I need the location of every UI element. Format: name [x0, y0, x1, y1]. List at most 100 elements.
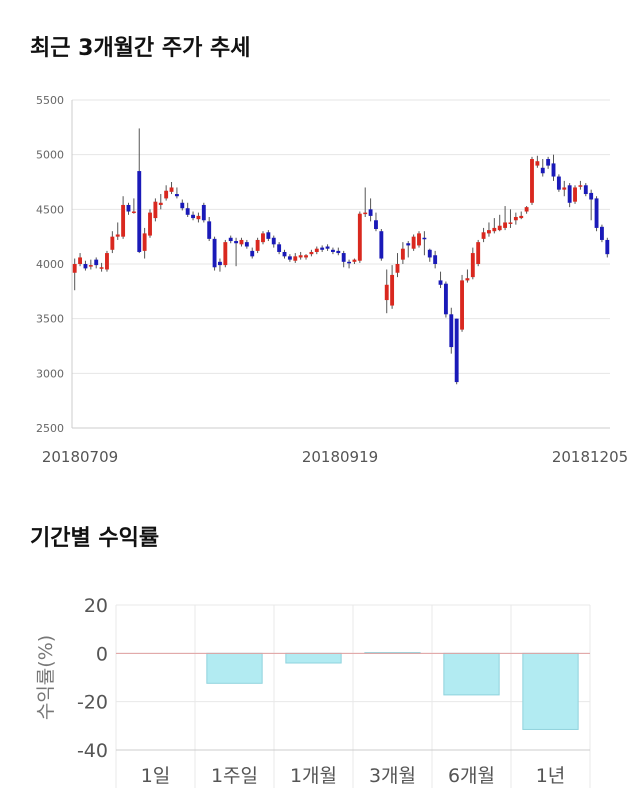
candle-body	[191, 214, 195, 219]
candle-body	[99, 267, 104, 269]
candle-body	[578, 185, 583, 187]
return-y-tick-label: 20	[84, 595, 108, 617]
return-x-tick-label: 1주일	[211, 765, 258, 787]
candle-body	[589, 192, 594, 200]
candle-body	[567, 185, 572, 203]
candle-body	[142, 233, 147, 251]
candle-body	[261, 233, 265, 243]
candle-body	[277, 244, 282, 252]
candle-body	[449, 314, 454, 348]
candlestick-chart: 2500 3000 3500 4000 4500 5000 5500 20180709 201…	[36, 94, 628, 466]
candle-body	[250, 250, 255, 257]
candle-body	[417, 233, 421, 246]
candle-body	[158, 202, 163, 205]
candle-body	[411, 236, 416, 249]
return-y-axis-label: 수익률(%)	[35, 635, 57, 720]
candle-body	[476, 242, 481, 264]
candle-body	[341, 253, 346, 262]
candle-body	[78, 257, 83, 264]
candle-y-tick-label: 5000	[36, 149, 64, 162]
candle-body	[153, 201, 158, 219]
candle-body	[460, 280, 464, 330]
candle-body	[374, 220, 378, 230]
candle-body	[126, 204, 131, 212]
candle-body	[271, 237, 276, 245]
candle-body	[180, 202, 185, 209]
candle-y-tick-label: 3500	[36, 313, 64, 326]
return-bar	[522, 652, 579, 730]
candle-y-tick-labels: 2500 3000 3500 4000 4500 5000 5500	[36, 94, 64, 435]
candle-body	[519, 215, 524, 219]
candle-y-tick-label: 2500	[36, 422, 64, 435]
candle-body	[400, 248, 405, 260]
candle-body	[131, 211, 136, 214]
candle-body	[239, 239, 244, 245]
candle-body	[169, 187, 174, 192]
candle-body	[573, 187, 577, 202]
candle-body	[530, 159, 534, 203]
price-trend-title: 최근 3개월간 주가 추세	[30, 36, 251, 61]
candle-body	[379, 231, 384, 259]
candle-body	[395, 264, 400, 273]
period-return-title: 기간별 수익률	[30, 526, 160, 551]
candle-body	[298, 255, 303, 258]
candle-body	[223, 242, 228, 266]
candle-body	[605, 239, 610, 255]
candle-body	[174, 194, 179, 197]
candle-body	[330, 249, 335, 252]
return-x-tick-labels: 1일 1주일 1개월 3개월 6개월 1년	[141, 765, 566, 787]
candle-series	[72, 128, 610, 385]
candle-y-tick-label: 4000	[36, 258, 64, 271]
candle-body	[110, 236, 115, 250]
candle-body	[287, 256, 292, 260]
return-y-tick-labels: 20 0 -20 -40	[77, 595, 108, 762]
candle-body	[201, 204, 206, 221]
return-x-tick-label: 6개월	[448, 765, 495, 787]
candle-body	[105, 253, 109, 270]
candle-body	[196, 215, 201, 220]
candle-body	[309, 251, 314, 255]
candle-body	[352, 259, 357, 262]
candle-body	[487, 230, 491, 234]
candle-body	[282, 251, 287, 257]
candle-x-tick-label: 20180919	[302, 448, 378, 466]
candle-body	[535, 161, 540, 166]
candle-body	[422, 237, 427, 240]
candle-body	[207, 221, 212, 239]
candle-body	[336, 250, 341, 254]
candle-body	[218, 261, 222, 266]
candle-body	[83, 264, 88, 269]
candle-y-tick-label: 4500	[36, 203, 64, 216]
candle-body	[492, 227, 497, 232]
candle-body	[185, 208, 190, 215]
candle-body	[255, 239, 260, 251]
candle-body	[234, 241, 239, 244]
candle-body	[384, 284, 389, 301]
candle-body	[470, 253, 475, 278]
candle-body	[503, 222, 508, 228]
candle-body	[562, 187, 567, 190]
candle-body	[599, 226, 604, 240]
candle-y-tick-label: 5500	[36, 94, 64, 107]
candle-body	[137, 171, 142, 252]
candle-body	[546, 159, 551, 166]
candle-body	[594, 198, 599, 228]
candle-body	[363, 212, 368, 215]
candle-x-tick-labels: 20180709 20180919 20181205	[42, 448, 628, 466]
return-y-tick-label: 0	[96, 643, 108, 665]
candle-body	[508, 222, 513, 224]
candle-body	[465, 278, 470, 281]
return-y-axis-label: 수익률(%)	[35, 635, 57, 720]
candle-body	[583, 185, 588, 195]
candle-body	[266, 232, 271, 239]
candle-body	[481, 232, 486, 239]
candle-body	[212, 238, 217, 268]
candle-body	[390, 274, 395, 306]
candle-body	[320, 247, 325, 250]
candle-y-tick-label: 3000	[36, 367, 64, 380]
candle-body	[88, 265, 93, 267]
candle-body	[357, 213, 362, 261]
return-gridlines	[115, 604, 591, 788]
candle-body	[551, 163, 556, 177]
candle-body	[556, 176, 561, 190]
